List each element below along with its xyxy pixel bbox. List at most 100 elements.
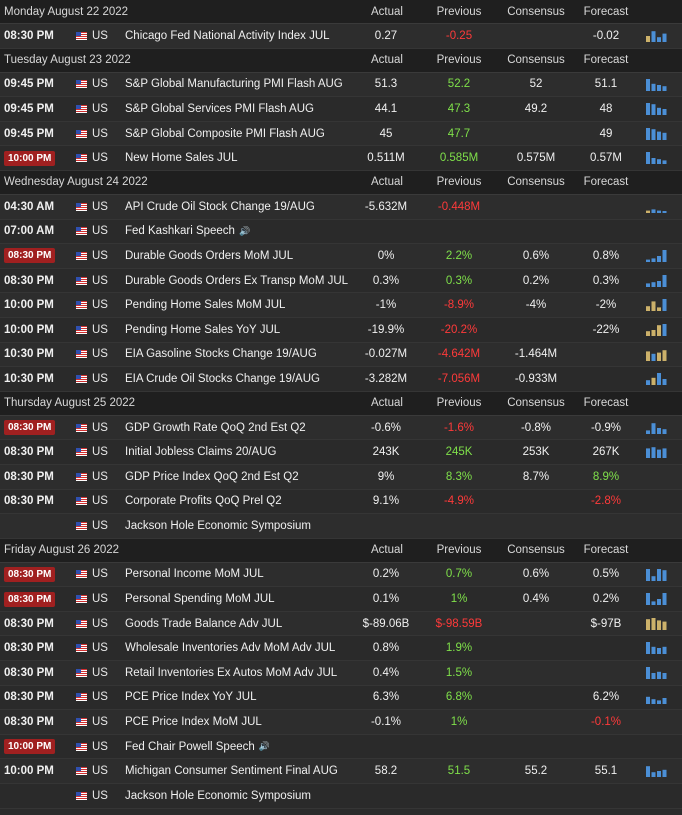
event-name-cell[interactable]: EIA Crude Oil Stocks Change 19/AUG [125,367,320,391]
event-row[interactable]: 08:30 PM US Goods Trade Balance Adv JUL $-8… [0,611,682,637]
event-name[interactable]: Corporate Profits QoQ Prel Q2 [125,495,282,508]
event-name-cell[interactable]: Jackson Hole Economic Symposium [125,784,311,808]
event-row[interactable]: 08:30 PM US Wholesale Inventories Adv MoM … [0,636,682,662]
event-name-cell[interactable]: API Crude Oil Stock Change 19/AUG [125,195,315,219]
event-name[interactable]: Pending Home Sales YoY JUL [125,323,281,336]
event-row[interactable]: 07:00 AM US Fed Kashkari Speech 🔊 [0,219,682,245]
sparkline-chart[interactable] [646,323,670,337]
event-row[interactable]: US Jackson Hole Economic Symposium [0,784,682,809]
event-name[interactable]: GDP Price Index QoQ 2nd Est Q2 [125,470,299,483]
sparkline-chart[interactable] [646,784,670,808]
event-row[interactable]: 08:30 PM US Personal Income MoM JUL 0.2% 0.7… [0,562,682,588]
event-row[interactable]: 08:30 PM US Chicago Fed National Activity … [0,24,682,49]
event-name-cell[interactable]: Wholesale Inventories Adv MoM Adv JUL [125,636,335,660]
event-row[interactable]: 10:00 PM US Pending Home Sales MoM JUL -1% -… [0,293,682,318]
event-name[interactable]: Durable Goods Orders Ex Transp MoM JUL [125,274,349,287]
event-name[interactable]: PCE Price Index MoM JUL [125,716,262,729]
event-name-cell[interactable]: S&P Global Composite PMI Flash AUG [125,122,325,146]
sparkline-chart[interactable] [646,514,670,538]
sparkline-chart[interactable] [646,617,670,631]
sparkline-chart[interactable] [646,220,670,244]
event-name[interactable]: S&P Global Manufacturing PMI Flash AUG [125,78,343,91]
event-row[interactable]: 10:00 PM US Fed Chair Powell Speech 🔊 [0,734,682,760]
event-name[interactable]: Goods Trade Balance Adv JUL [125,617,283,630]
event-name[interactable]: New Home Sales JUL [125,152,238,165]
sparkline-chart[interactable] [646,735,670,759]
event-name[interactable]: Retail Inventories Ex Autos MoM Adv JUL [125,666,338,679]
event-name-cell[interactable]: Fed Chair Powell Speech 🔊 [125,735,270,759]
event-name-cell[interactable]: Durable Goods Orders MoM JUL [125,244,293,268]
event-name[interactable]: API Crude Oil Stock Change 19/AUG [125,200,315,213]
event-row[interactable]: 08:30 PM US GDP Price Index QoQ 2nd Est Q2… [0,464,682,490]
sparkline-chart[interactable] [646,127,670,141]
event-row[interactable]: 08:30 PM US Initial Jobless Claims 20/AUG 2… [0,440,682,465]
event-name-cell[interactable]: GDP Price Index QoQ 2nd Est Q2 [125,465,299,489]
sparkline-chart[interactable] [646,691,670,705]
event-name[interactable]: Jackson Hole Economic Symposium [125,519,311,532]
event-name-cell[interactable]: Durable Goods Orders Ex Transp MoM JUL [125,269,348,293]
event-name-cell[interactable]: Personal Spending MoM JUL [125,587,275,611]
sparkline-chart[interactable] [646,592,670,606]
event-name-cell[interactable]: EIA Gasoline Stocks Change 19/AUG [125,343,317,367]
sparkline-chart[interactable] [646,200,670,214]
sparkline-chart[interactable] [646,102,670,116]
event-name-cell[interactable]: Pending Home Sales MoM JUL [125,293,285,317]
sparkline-chart[interactable] [646,249,670,263]
event-name[interactable]: Initial Jobless Claims 20/AUG [125,446,277,459]
event-name-cell[interactable]: GDP Growth Rate QoQ 2nd Est Q2 [125,416,306,440]
event-name[interactable]: Pending Home Sales MoM JUL [125,299,286,312]
event-name-cell[interactable]: S&P Global Manufacturing PMI Flash AUG [125,73,343,97]
event-name[interactable]: Fed Chair Powell Speech [125,740,255,753]
sparkline-chart[interactable] [646,29,670,43]
sparkline-chart[interactable] [646,490,670,514]
event-row[interactable]: 08:30 PM US Corporate Profits QoQ Prel Q2 9… [0,489,682,515]
event-name[interactable]: EIA Gasoline Stocks Change 19/AUG [125,348,317,361]
event-row[interactable]: 08:30 PM US Retail Inventories Ex Autos Mo… [0,661,682,686]
sparkline-chart[interactable] [646,348,670,362]
event-row[interactable]: 08:30 PM US GDP Growth Rate QoQ 2nd Est Q2… [0,415,682,441]
sparkline-chart[interactable] [646,421,670,435]
event-row[interactable]: 10:00 PM US Michigan Consumer Sentiment Fi… [0,759,682,785]
sparkline-chart[interactable] [646,465,670,489]
event-row[interactable]: 09:45 PM US S&P Global Composite PMI Flash… [0,121,682,147]
sparkline-chart[interactable] [646,274,670,288]
event-name[interactable]: PCE Price Index YoY JUL [125,691,257,704]
event-name[interactable]: Wholesale Inventories Adv MoM Adv JUL [125,642,336,655]
event-name[interactable]: Personal Income MoM JUL [125,568,264,581]
sparkline-chart[interactable] [646,298,670,312]
event-name-cell[interactable]: PCE Price Index YoY JUL [125,686,256,710]
event-name[interactable]: GDP Growth Rate QoQ 2nd Est Q2 [125,421,306,434]
event-name-cell[interactable]: Pending Home Sales YoY JUL [125,318,280,342]
event-row[interactable]: 04:30 AM US API Crude Oil Stock Change 19/… [0,194,682,220]
event-name-cell[interactable]: Corporate Profits QoQ Prel Q2 [125,490,282,514]
event-row[interactable]: 08:30 PM US PCE Price Index YoY JUL 6.3% 6.8… [0,685,682,711]
event-name[interactable]: Personal Spending MoM JUL [125,593,275,606]
event-name-cell[interactable]: PCE Price Index MoM JUL [125,710,262,734]
event-name-cell[interactable]: Fed Kashkari Speech 🔊 [125,220,250,244]
event-name-cell[interactable]: Initial Jobless Claims 20/AUG [125,440,276,464]
event-row[interactable]: 08:30 PM US PCE Price Index MoM JUL -0.1% 1%… [0,710,682,735]
event-row[interactable]: 08:30 PM US Durable Goods Orders MoM JUL 0%… [0,244,682,269]
event-name[interactable]: Michigan Consumer Sentiment Final AUG [125,765,338,778]
event-name-cell[interactable]: S&P Global Services PMI Flash AUG [125,97,314,121]
event-name-cell[interactable]: Michigan Consumer Sentiment Final AUG [125,759,338,783]
event-name-cell[interactable]: Personal Income MoM JUL [125,563,264,587]
event-name-cell[interactable]: Goods Trade Balance Adv JUL [125,612,282,636]
event-name-cell[interactable]: Retail Inventories Ex Autos MoM Adv JUL [125,661,337,685]
sparkline-chart[interactable] [646,78,670,92]
sparkline-chart[interactable] [646,764,670,778]
event-row[interactable]: 08:30 PM US Durable Goods Orders Ex Transp… [0,268,682,294]
event-name[interactable]: Chicago Fed National Activity Index JUL [125,29,330,42]
event-row[interactable]: 10:30 PM US EIA Gasoline Stocks Change 19/… [0,342,682,368]
sparkline-chart[interactable] [646,151,670,165]
event-name[interactable]: S&P Global Services PMI Flash AUG [125,102,314,115]
event-row[interactable]: 10:30 PM US EIA Crude Oil Stocks Change 19… [0,367,682,392]
event-row[interactable]: 09:45 PM US S&P Global Services PMI Flash … [0,97,682,122]
event-name-cell[interactable]: New Home Sales JUL [125,146,237,170]
event-row[interactable]: US Jackson Hole Economic Symposium [0,514,682,539]
event-name[interactable]: S&P Global Composite PMI Flash AUG [125,127,325,140]
event-name-cell[interactable]: Chicago Fed National Activity Index JUL [125,24,330,48]
sparkline-chart[interactable] [646,710,670,734]
event-row[interactable]: 10:00 PM US Pending Home Sales YoY JUL -19.… [0,317,682,343]
event-name[interactable]: Fed Kashkari Speech [125,225,235,238]
